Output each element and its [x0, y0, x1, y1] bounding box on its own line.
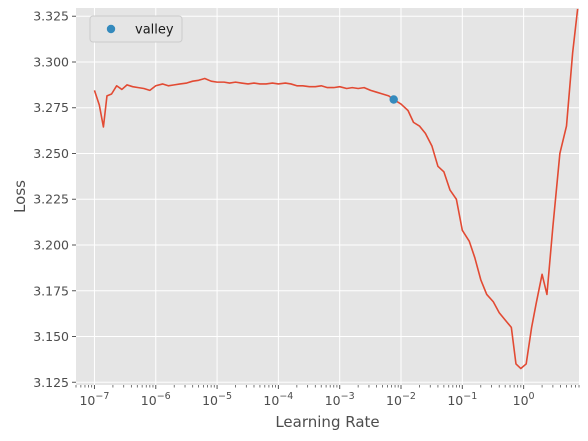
y-tick-label: 3.225	[33, 192, 69, 207]
x-tick-label: 100	[513, 391, 535, 408]
x-tick-label: 10−4	[263, 391, 293, 408]
y-tick-label: 3.150	[33, 329, 69, 344]
legend-label: valley	[135, 23, 174, 38]
legend-box	[89, 15, 183, 43]
valley-marker	[389, 95, 398, 104]
legend: valley	[89, 15, 183, 43]
y-tick-label: 3.175	[33, 283, 69, 298]
x-tick-label: 10−2	[386, 391, 416, 408]
legend-marker	[106, 24, 116, 34]
y-tick-label: 3.300	[33, 54, 69, 69]
x-axis-title: Learning Rate	[275, 413, 379, 431]
x-tick-label: 10−6	[141, 391, 171, 408]
y-tick-label: 3.200	[33, 237, 69, 252]
y-tick-label: 3.325	[33, 9, 69, 24]
x-tick-label: 10−7	[79, 391, 109, 408]
y-axis-title: Loss	[11, 180, 29, 213]
y-tick-label: 3.250	[33, 146, 69, 161]
loss-curve-line	[93, 8, 579, 370]
y-tick-label: 3.125	[33, 375, 69, 390]
x-tick-label: 10−5	[202, 391, 232, 408]
y-tick-label: 3.275	[33, 100, 69, 115]
plot-area	[76, 8, 579, 385]
x-tick-label: 10−3	[325, 391, 355, 408]
x-tick-label: 10−1	[447, 391, 477, 408]
